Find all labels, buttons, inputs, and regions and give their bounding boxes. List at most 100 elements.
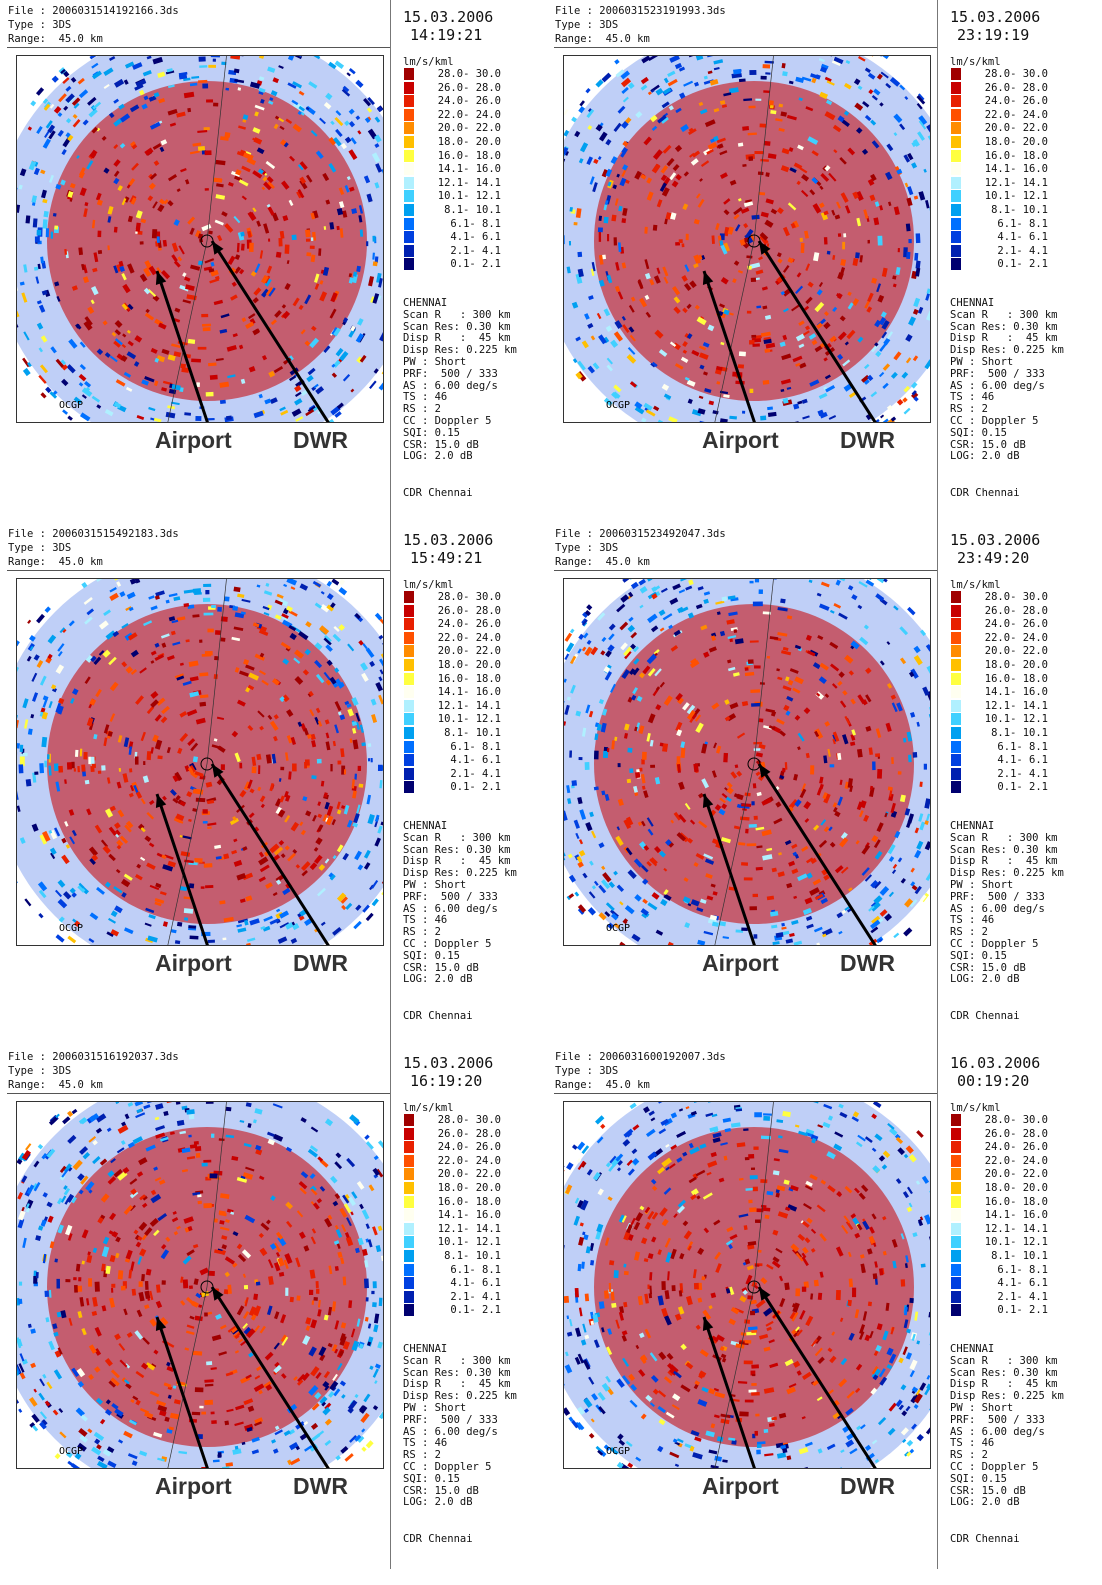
echo-speckle [190, 936, 199, 940]
echo-speckle [235, 1446, 239, 1450]
echo-speckle [800, 238, 803, 242]
echo-speckle [309, 1290, 313, 1295]
echo-speckle [738, 364, 744, 368]
divider [390, 0, 391, 523]
echo-speckle [330, 764, 332, 771]
legend-swatch [951, 618, 961, 630]
echo-speckle [204, 1312, 208, 1316]
station-info: CC : Doppler 5 [403, 1461, 492, 1473]
echo-speckle [207, 826, 211, 828]
legend-swatch [951, 673, 961, 685]
station-info: Scan Res: 0.30 km [403, 321, 510, 333]
legend-label: 10.1- 12.1 [419, 190, 501, 202]
echo-speckle [285, 1288, 288, 1296]
legend-swatch [404, 645, 414, 657]
echo-speckle [34, 772, 38, 775]
legend-label: 4.1- 6.1 [419, 231, 501, 243]
echo-speckle [733, 69, 741, 75]
echo-speckle [192, 1412, 200, 1416]
echo-speckle [194, 858, 202, 863]
legend-label: 0.1- 2.1 [966, 258, 1048, 270]
echo-speckle [627, 748, 632, 753]
echo-speckle [85, 780, 90, 785]
echo-speckle [618, 763, 621, 767]
echo-speckle [563, 109, 569, 116]
scan-type: Type : 3DS [555, 542, 618, 554]
legend-swatch [951, 122, 961, 134]
echo-speckle [27, 620, 31, 624]
echo-speckle [26, 779, 32, 786]
echo-speckle [310, 246, 315, 249]
echo-speckle [213, 1460, 220, 1463]
echo-speckle [359, 784, 364, 788]
echo-speckle [292, 763, 297, 771]
echo-speckle [54, 225, 58, 229]
echo-speckle [199, 1406, 203, 1409]
radar-image: OCGP [16, 1101, 384, 1469]
echo-speckle [30, 100, 36, 106]
echo-speckle [43, 211, 48, 217]
echo-speckle [599, 232, 601, 242]
echo-speckle [585, 1294, 589, 1302]
site-label: OCGP [59, 923, 83, 934]
station-info: SQI: 0.15 [403, 950, 460, 962]
legend-label: 0.1- 2.1 [419, 781, 501, 793]
radar-image: OCGP [16, 55, 384, 423]
echo-speckle [253, 1294, 258, 1300]
echo-speckle [188, 1135, 191, 1138]
echo-speckle [23, 753, 28, 756]
echo-speckle [598, 227, 603, 232]
station-info: PRF: 500 / 333 [403, 891, 498, 903]
echo-speckle [203, 821, 208, 823]
echo-speckle [83, 752, 87, 759]
station-info: Scan R : 300 km [403, 309, 510, 321]
echo-speckle [39, 763, 44, 773]
legend-unit: lm/s/kml [950, 579, 1001, 591]
echo-speckle [904, 408, 911, 415]
echo-speckle [378, 1140, 384, 1149]
legend-swatch [404, 190, 414, 202]
legend-label: 10.1- 12.1 [419, 713, 501, 725]
echo-speckle [754, 748, 761, 751]
echo-speckle [205, 651, 213, 655]
echo-speckle [751, 1383, 756, 1386]
echo-speckle [642, 752, 647, 760]
echo-speckle [679, 239, 683, 243]
echo-speckle [202, 1163, 208, 1167]
footer: CDR Chennai [950, 487, 1020, 499]
legend-swatch [951, 231, 961, 243]
echo-speckle [742, 411, 745, 414]
echo-speckle [121, 1286, 126, 1291]
echo-speckle [739, 79, 746, 83]
echo-speckle [140, 241, 144, 244]
echo-speckle [198, 146, 205, 151]
legend-label: 12.1- 14.1 [419, 700, 501, 712]
legend-label: 10.1- 12.1 [966, 713, 1048, 725]
echo-speckle [304, 762, 307, 769]
echo-speckle [75, 750, 78, 757]
station-info: PRF: 500 / 333 [950, 368, 1045, 380]
legend-label: 8.1- 10.1 [966, 204, 1048, 216]
echo-speckle [225, 88, 229, 91]
header-rule [554, 47, 937, 48]
station-info: RS : 2 [950, 926, 988, 938]
echo-speckle [278, 238, 282, 246]
echo-speckle [595, 1115, 604, 1124]
echo-speckle [198, 347, 207, 350]
echo-speckle [206, 1361, 212, 1365]
echo-speckle [361, 1447, 366, 1452]
echo-speckle [585, 88, 590, 93]
echo-speckle [742, 126, 749, 131]
echo-speckle [19, 1282, 22, 1286]
echo-speckle [754, 151, 763, 154]
legend-swatch [404, 605, 414, 617]
station-info: Disp R : 45 km [403, 1378, 510, 1390]
dwr-label: DWR [840, 427, 895, 454]
airport-label: Airport [702, 950, 779, 977]
echo-speckle [139, 1281, 143, 1287]
echo-speckle [65, 1279, 70, 1282]
echo-speckle [358, 766, 361, 771]
date: 15.03.2006 [950, 8, 1040, 26]
echo-speckle [767, 407, 773, 411]
echo-speckle [20, 745, 24, 752]
